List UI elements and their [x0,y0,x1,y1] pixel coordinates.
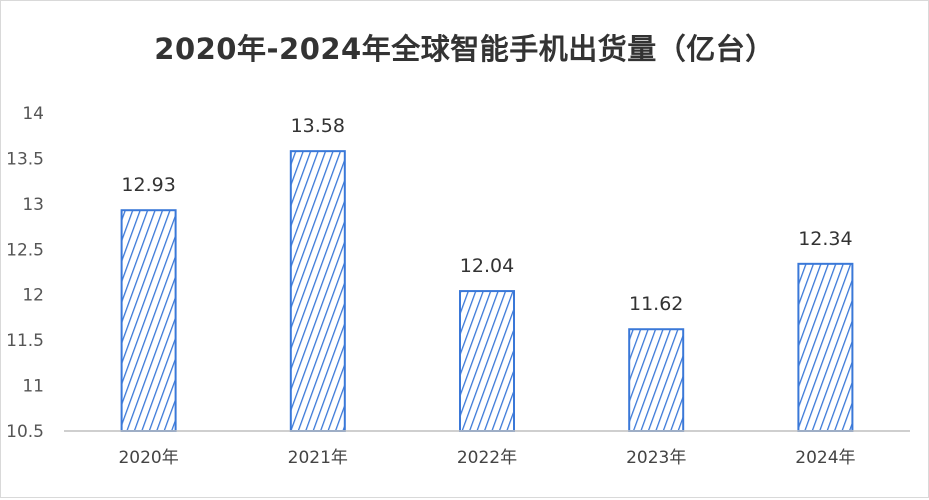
x-category-label: 2023年 [626,448,686,468]
bar-value-label: 12.34 [798,228,852,250]
bar [628,328,685,432]
bar [459,290,515,432]
bar [120,209,177,432]
bar [289,150,346,432]
x-category-label: 2020年 [118,448,178,468]
y-axis: 10.5 11 11.5 12 12.5 13 13.5 14 [6,104,44,442]
bar-value-label: 11.62 [629,293,683,315]
y-tick-label: 13 [22,195,44,215]
y-tick-label: 11.5 [6,331,44,351]
y-tick-label: 10.5 [6,422,44,442]
bar-value-label: 12.93 [121,174,175,196]
bar-value-label: 12.04 [460,255,514,277]
x-category-label: 2024年 [795,448,855,468]
y-tick-label: 13.5 [6,149,44,169]
y-tick-label: 12 [22,286,44,306]
y-tick-label: 11 [22,377,44,397]
y-tick-label: 14 [22,104,44,124]
y-tick-label: 12.5 [6,240,44,260]
x-category-label: 2022年 [457,448,517,468]
bars-group: 12.93 13.58 12.04 11.62 12.34 [120,115,854,432]
x-axis: 2020年 2021年 2022年 2023年 2024年 [64,430,910,468]
bar [797,262,854,432]
chart-title: 2020年-2024年全球智能手机出货量（亿台） [154,32,775,66]
x-category-label: 2021年 [288,448,348,468]
bar-value-label: 13.58 [291,115,345,137]
